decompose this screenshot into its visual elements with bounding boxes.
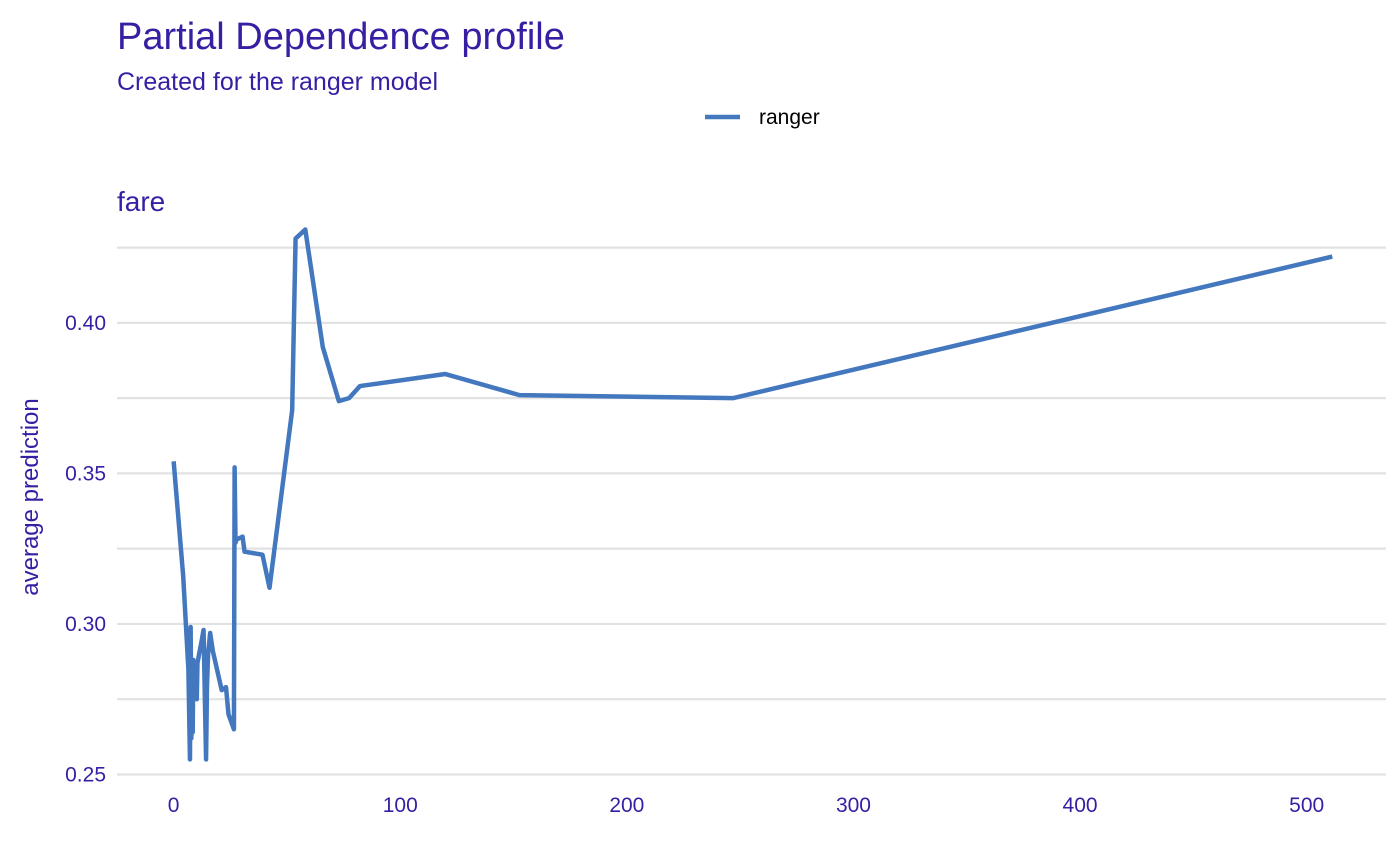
x-axis-ticks: 0 100 200 300 400 500: [168, 794, 1324, 817]
y-tick-label: 0.35: [65, 462, 106, 485]
facet-label: fare: [117, 186, 165, 217]
x-tick-label: 500: [1289, 794, 1324, 817]
x-tick-label: 400: [1063, 794, 1098, 817]
x-tick-label: 300: [836, 794, 871, 817]
series-layer: [171, 227, 1333, 762]
x-tick-label: 0: [168, 794, 180, 817]
y-axis-label: average prediction: [17, 398, 44, 595]
y-tick-label: 0.25: [65, 763, 106, 786]
x-tick-label: 200: [609, 794, 644, 817]
legend-label-ranger: ranger: [759, 106, 820, 129]
legend: ranger: [705, 106, 820, 129]
chart-title: Partial Dependence profile: [117, 16, 565, 58]
y-tick-label: 0.40: [65, 312, 106, 335]
y-axis-ticks: 0.25 0.30 0.35 0.40: [65, 312, 106, 787]
chart-subtitle: Created for the ranger model: [117, 68, 438, 96]
gridlines: [117, 246, 1386, 776]
y-tick-label: 0.30: [65, 613, 106, 636]
series-line-ranger: [171, 227, 1333, 762]
x-tick-label: 100: [383, 794, 418, 817]
